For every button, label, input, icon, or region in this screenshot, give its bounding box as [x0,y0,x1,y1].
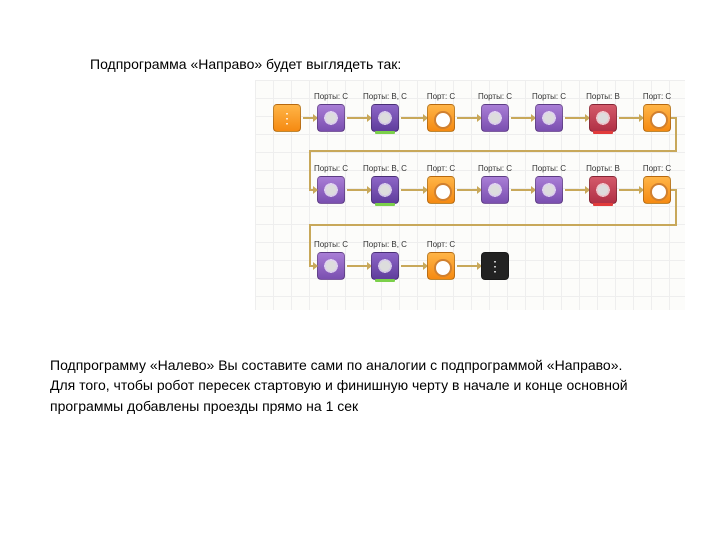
flow-arrow [401,265,423,267]
flow-connector [309,150,311,190]
flow-block-motor [317,252,345,280]
flow-block-motor [535,104,563,132]
flow-block-motor [481,104,509,132]
block-label: Порты: B [586,164,620,173]
flow-block-motor [589,176,617,204]
flow-arrow [347,117,367,119]
flow-arrow [309,189,313,191]
flow-arrow [457,265,477,267]
flow-block-motor [535,176,563,204]
flow-arrow [347,265,367,267]
flow-arrow [347,189,367,191]
block-label: Порты: C [532,92,566,101]
flow-block-motor [317,104,345,132]
block-label: Порты: C [314,92,348,101]
flow-block-move [371,104,399,132]
flow-arrow [401,117,423,119]
flow-block-move [371,176,399,204]
flow-diagram: ⋮ Порты: C Порты: B, C Порт: C Порты: C Порты… [255,80,685,310]
flow-connector [675,117,677,151]
flow-arrow [457,189,477,191]
block-label: Порты: B [586,92,620,101]
paragraph-body: Подпрограмму «Налево» Вы составите сами … [50,355,670,416]
flow-arrow [309,265,313,267]
flow-connector [675,189,677,225]
flow-arrow [619,117,639,119]
block-label: Порты: C [314,240,348,249]
block-label: Порты: C [478,164,512,173]
flow-arrow [565,189,585,191]
block-label: Порт: C [427,92,455,101]
flow-arrow [565,117,585,119]
block-label: Порты: B, C [363,240,407,249]
flow-connector [309,150,677,152]
flow-block-wait [427,104,455,132]
flow-block-wait [643,176,671,204]
block-label: Порт: C [427,164,455,173]
block-label: Порты: C [478,92,512,101]
flow-block-wait [427,176,455,204]
flow-arrow [619,189,639,191]
flow-connector [309,224,677,226]
block-label: Порт: C [427,240,455,249]
page-title: Подпрограмма «Направо» будет выглядеть т… [90,56,401,72]
block-label: Порты: B, C [363,164,407,173]
flow-arrow [511,117,531,119]
flow-arrow [511,189,531,191]
block-label: Порт: C [643,92,671,101]
block-label: Порт: C [643,164,671,173]
flow-block-wait [427,252,455,280]
flow-block-move [371,252,399,280]
flow-block-end: ⋮ [481,252,509,280]
flow-block-wait [643,104,671,132]
flow-block-motor [589,104,617,132]
flow-arrow [401,189,423,191]
flow-connector [309,224,311,266]
flow-arrow [457,117,477,119]
flow-arrow [303,117,313,119]
flow-block-motor [481,176,509,204]
flow-block-motor [317,176,345,204]
block-label: Порты: C [314,164,348,173]
block-label: Порты: B, C [363,92,407,101]
block-label: Порты: C [532,164,566,173]
flow-block-start: ⋮ [273,104,301,132]
